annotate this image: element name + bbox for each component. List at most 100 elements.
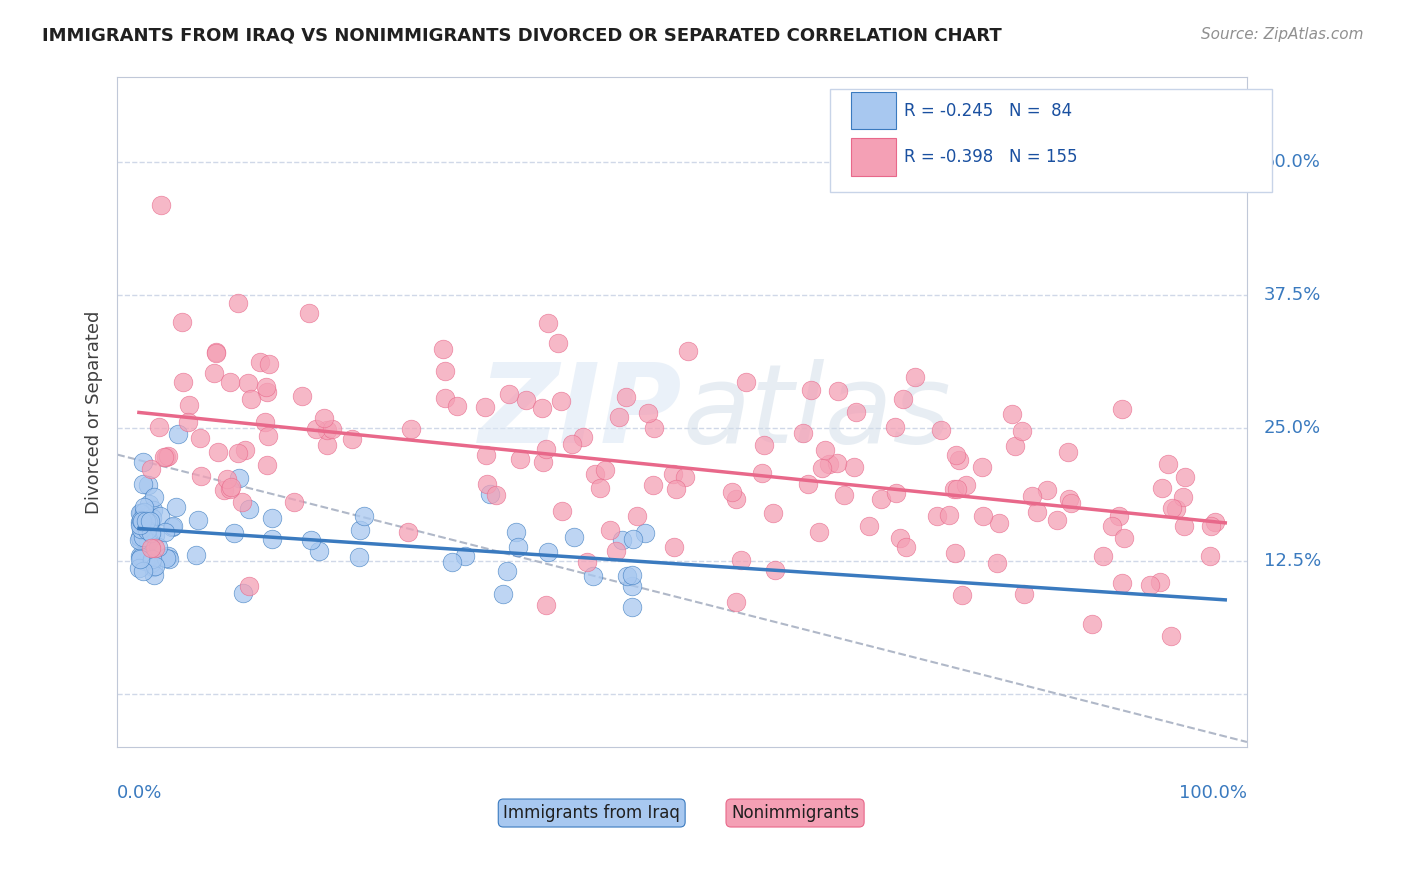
Point: [844, 459, 866, 474]
Point: [177, 398, 200, 412]
Point: [1092, 549, 1115, 563]
Point: [605, 544, 627, 558]
Point: [1111, 401, 1133, 416]
Point: [134, 500, 156, 514]
Point: [492, 587, 515, 601]
Point: [256, 384, 278, 399]
Point: [551, 503, 574, 517]
Point: [142, 559, 165, 574]
Point: [141, 551, 163, 566]
Point: [434, 391, 457, 405]
Point: [825, 456, 848, 470]
Point: [155, 450, 177, 465]
Point: [637, 407, 659, 421]
Point: [207, 444, 229, 458]
Point: [177, 416, 200, 430]
Point: [1059, 492, 1081, 507]
Point: [134, 510, 156, 524]
Point: [128, 552, 150, 566]
Text: 37.5%: 37.5%: [1264, 286, 1322, 304]
Point: [904, 370, 927, 384]
Point: [142, 502, 165, 516]
Point: [534, 442, 557, 456]
Point: [232, 586, 254, 600]
Point: [814, 442, 837, 457]
Point: [1150, 481, 1173, 495]
Point: [623, 533, 645, 547]
Point: [136, 516, 159, 530]
Point: [589, 481, 612, 495]
Point: [505, 524, 527, 539]
Point: [943, 483, 966, 497]
Point: [948, 453, 970, 467]
Point: [943, 546, 966, 560]
Point: [432, 342, 454, 356]
Text: Source: ZipAtlas.com: Source: ZipAtlas.com: [1201, 27, 1364, 42]
Point: [239, 392, 262, 406]
Point: [212, 483, 235, 498]
Point: [219, 482, 242, 496]
Point: [530, 401, 553, 416]
Point: [576, 555, 599, 569]
Point: [434, 364, 457, 378]
Point: [129, 550, 152, 565]
Point: [1101, 519, 1123, 533]
Point: [1060, 496, 1083, 510]
Point: [884, 420, 907, 434]
Point: [498, 387, 520, 401]
Point: [475, 448, 498, 462]
Point: [257, 429, 280, 443]
Point: [253, 416, 276, 430]
Point: [972, 459, 994, 474]
Point: [550, 393, 572, 408]
Point: [478, 487, 501, 501]
Point: [534, 599, 557, 613]
Point: [249, 355, 271, 369]
Text: 12.5%: 12.5%: [1264, 552, 1322, 570]
Point: [139, 462, 162, 476]
Text: atlas: atlas: [682, 359, 950, 466]
Text: 50.0%: 50.0%: [1264, 153, 1320, 171]
Point: [1171, 490, 1194, 504]
Point: [927, 508, 949, 523]
Point: [228, 470, 250, 484]
Text: Nonimmigrants: Nonimmigrants: [731, 804, 859, 822]
Point: [135, 514, 157, 528]
Point: [620, 600, 643, 615]
Point: [142, 568, 165, 582]
Point: [132, 564, 155, 578]
Point: [238, 579, 260, 593]
Point: [129, 513, 152, 527]
Point: [515, 393, 537, 408]
Point: [136, 515, 159, 529]
Point: [142, 490, 165, 504]
Point: [620, 579, 643, 593]
Point: [138, 535, 160, 549]
Point: [129, 506, 152, 520]
Point: [131, 530, 153, 544]
Point: [135, 507, 157, 521]
Point: [166, 426, 188, 441]
Point: [146, 540, 169, 554]
Point: [190, 469, 212, 483]
Point: [1160, 629, 1182, 643]
Point: [496, 564, 519, 578]
Point: [131, 514, 153, 528]
Point: [531, 455, 554, 469]
Point: [950, 588, 973, 602]
Point: [148, 420, 170, 434]
Point: [599, 523, 621, 537]
Point: [509, 451, 531, 466]
Point: [141, 557, 163, 571]
Text: Immigrants from Iraq: Immigrants from Iraq: [503, 804, 681, 822]
Point: [131, 455, 153, 469]
Point: [583, 467, 606, 482]
Point: [811, 461, 834, 475]
Text: R = -0.398   N = 155: R = -0.398 N = 155: [904, 148, 1077, 166]
Text: ZIP: ZIP: [478, 359, 682, 466]
Point: [129, 549, 152, 564]
Point: [475, 477, 498, 491]
Point: [1025, 505, 1047, 519]
Point: [1199, 518, 1222, 533]
Point: [884, 485, 907, 500]
